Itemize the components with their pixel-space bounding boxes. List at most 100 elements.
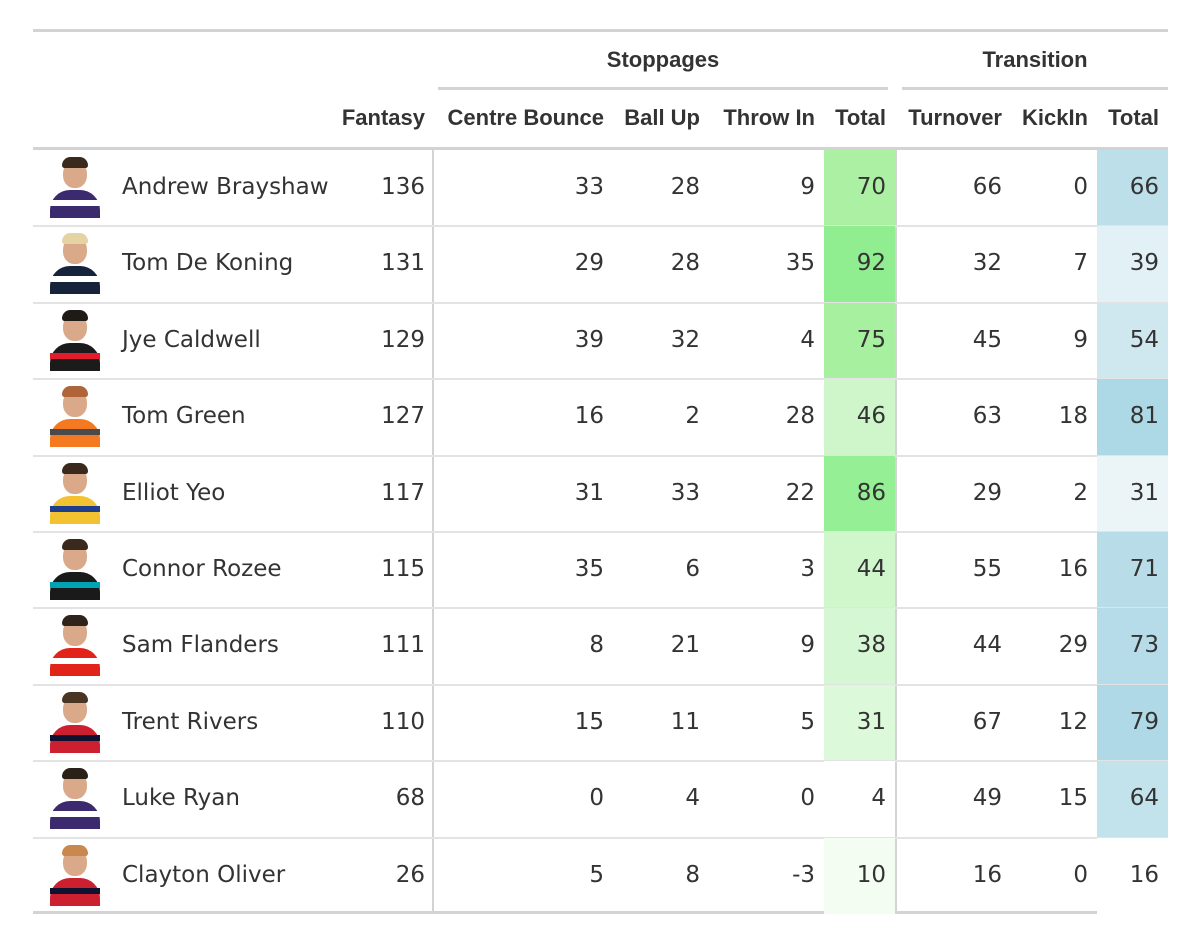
player-avatar (46, 309, 104, 371)
player-avatar (46, 614, 104, 677)
cell-centre-bounce: 5 (589, 861, 604, 888)
column-header-centre-bounce[interactable]: Centre Bounce (447, 105, 604, 130)
cell-ball-up: 11 (670, 708, 700, 735)
cell-trans-total: 39 (1129, 250, 1159, 277)
cell-ball-up: 6 (685, 556, 700, 582)
cell-turnover: 44 (972, 632, 1002, 659)
column-header-fantasy[interactable]: Fantasy (341, 105, 425, 130)
cell-kickin: 2 (1073, 479, 1088, 506)
stoppages-total-cell-bg (824, 226, 895, 303)
cell-stop-total: 31 (856, 708, 886, 735)
transition-total-cell-bg (1097, 532, 1168, 609)
cell-throw-in: 28 (785, 403, 815, 430)
cell-centre-bounce: 39 (574, 326, 604, 353)
cell-stop-total: 38 (856, 632, 886, 659)
cell-centre-bounce: 35 (574, 556, 604, 582)
transition-total-cell-bg (1097, 684, 1168, 762)
column-header-ball-up[interactable]: Ball Up (624, 105, 700, 130)
group-header-stoppages: Stoppages (606, 47, 720, 72)
cell-centre-bounce: 15 (574, 708, 604, 735)
cell-kickin: 0 (1073, 174, 1088, 200)
cell-turnover: 66 (972, 174, 1002, 200)
transition-total-cell-bg (1097, 608, 1168, 685)
column-header-turnover[interactable]: Turnover (908, 105, 1002, 130)
cell-ball-up: 33 (670, 479, 700, 506)
transition-total-cell-bg (1097, 150, 1168, 227)
cell-stop-total: 86 (856, 479, 886, 506)
cell-fantasy: 127 (381, 403, 425, 430)
cell-turnover: 45 (972, 326, 1002, 353)
transition-group-rule (902, 87, 1168, 90)
player-name: Jye Caldwell (122, 326, 261, 353)
avatar-jersey-stripe (50, 582, 100, 588)
cell-turnover: 49 (972, 785, 1002, 812)
player-name: Sam Flanders (122, 632, 279, 659)
cell-throw-in: 5 (800, 708, 815, 735)
player-name: Luke Ryan (122, 785, 240, 812)
cell-throw-in: 9 (800, 632, 815, 659)
cell-throw-in: 4 (800, 326, 815, 353)
row-divider (33, 760, 1168, 763)
cell-stop-total: 10 (856, 861, 886, 888)
avatar-hair (62, 615, 88, 627)
column-header-trans-total[interactable]: Total (1108, 105, 1159, 130)
avatar-jersey-stripe (50, 734, 100, 741)
cell-kickin: 29 (1058, 632, 1088, 659)
cell-ball-up: 28 (670, 250, 700, 277)
cell-trans-total: 81 (1129, 403, 1159, 430)
player-name: Tom Green (122, 403, 246, 430)
column-header-kickin[interactable]: KickIn (1021, 105, 1088, 130)
avatar-jersey-stripe (50, 505, 100, 512)
avatar-hair (62, 539, 88, 550)
cell-fantasy: 115 (381, 556, 425, 582)
stoppages-total-cell-bg (824, 608, 895, 685)
cell-fantasy: 129 (381, 326, 425, 353)
stoppages-total-cell-bg (824, 379, 895, 456)
avatar-jersey-stripe (50, 429, 100, 436)
cell-stop-total: 70 (856, 174, 886, 200)
cell-turnover: 32 (972, 250, 1002, 277)
player-avatar (46, 232, 104, 295)
avatar-hair (62, 157, 88, 168)
cell-throw-in: -3 (792, 861, 815, 888)
table-bottom-rule (33, 911, 1168, 914)
cell-trans-total: 64 (1129, 785, 1159, 812)
cell-ball-up: 28 (670, 174, 700, 200)
cell-throw-in: 0 (800, 785, 815, 812)
cell-fantasy: 110 (381, 708, 425, 735)
cell-throw-in: 35 (785, 250, 815, 277)
column-header-throw-in[interactable]: Throw In (723, 105, 815, 130)
cell-trans-total: 66 (1129, 174, 1159, 200)
cell-centre-bounce: 8 (589, 632, 604, 659)
cell-turnover: 16 (972, 861, 1002, 888)
cell-fantasy: 117 (381, 479, 425, 506)
cell-stop-total: 44 (856, 556, 886, 582)
avatar-jersey-stripe (50, 658, 100, 665)
stoppages-total-cell-bg (824, 532, 895, 609)
avatar-jersey-stripe (50, 352, 100, 359)
cell-fantasy: 136 (381, 174, 425, 200)
stoppages-group-rule (438, 87, 888, 90)
column-header-stop-total[interactable]: Total (835, 105, 886, 130)
cell-ball-up: 32 (670, 326, 700, 353)
stoppages-total-cell-bg (824, 455, 895, 532)
cell-ball-up: 21 (670, 632, 700, 659)
player-avatar (46, 385, 104, 448)
player-avatar (46, 767, 104, 830)
row-divider (33, 683, 1168, 686)
header-rule (33, 147, 1168, 150)
player-avatar (46, 462, 104, 524)
cell-ball-up: 8 (685, 861, 700, 888)
cell-fantasy: 111 (381, 632, 425, 659)
cell-turnover: 67 (972, 708, 1002, 735)
avatar-jersey-stripe (50, 200, 100, 206)
transition-total-cell-bg (1097, 455, 1168, 532)
cell-trans-total: 31 (1129, 479, 1159, 506)
cell-throw-in: 9 (800, 174, 815, 200)
stoppages-total-cell-bg (824, 761, 895, 838)
transition-total-cell-bg (1097, 837, 1168, 914)
player-avatar (46, 691, 104, 753)
cell-kickin: 12 (1058, 708, 1088, 735)
group-header-transition: Transition (982, 47, 1088, 72)
avatar-hair (62, 768, 88, 780)
